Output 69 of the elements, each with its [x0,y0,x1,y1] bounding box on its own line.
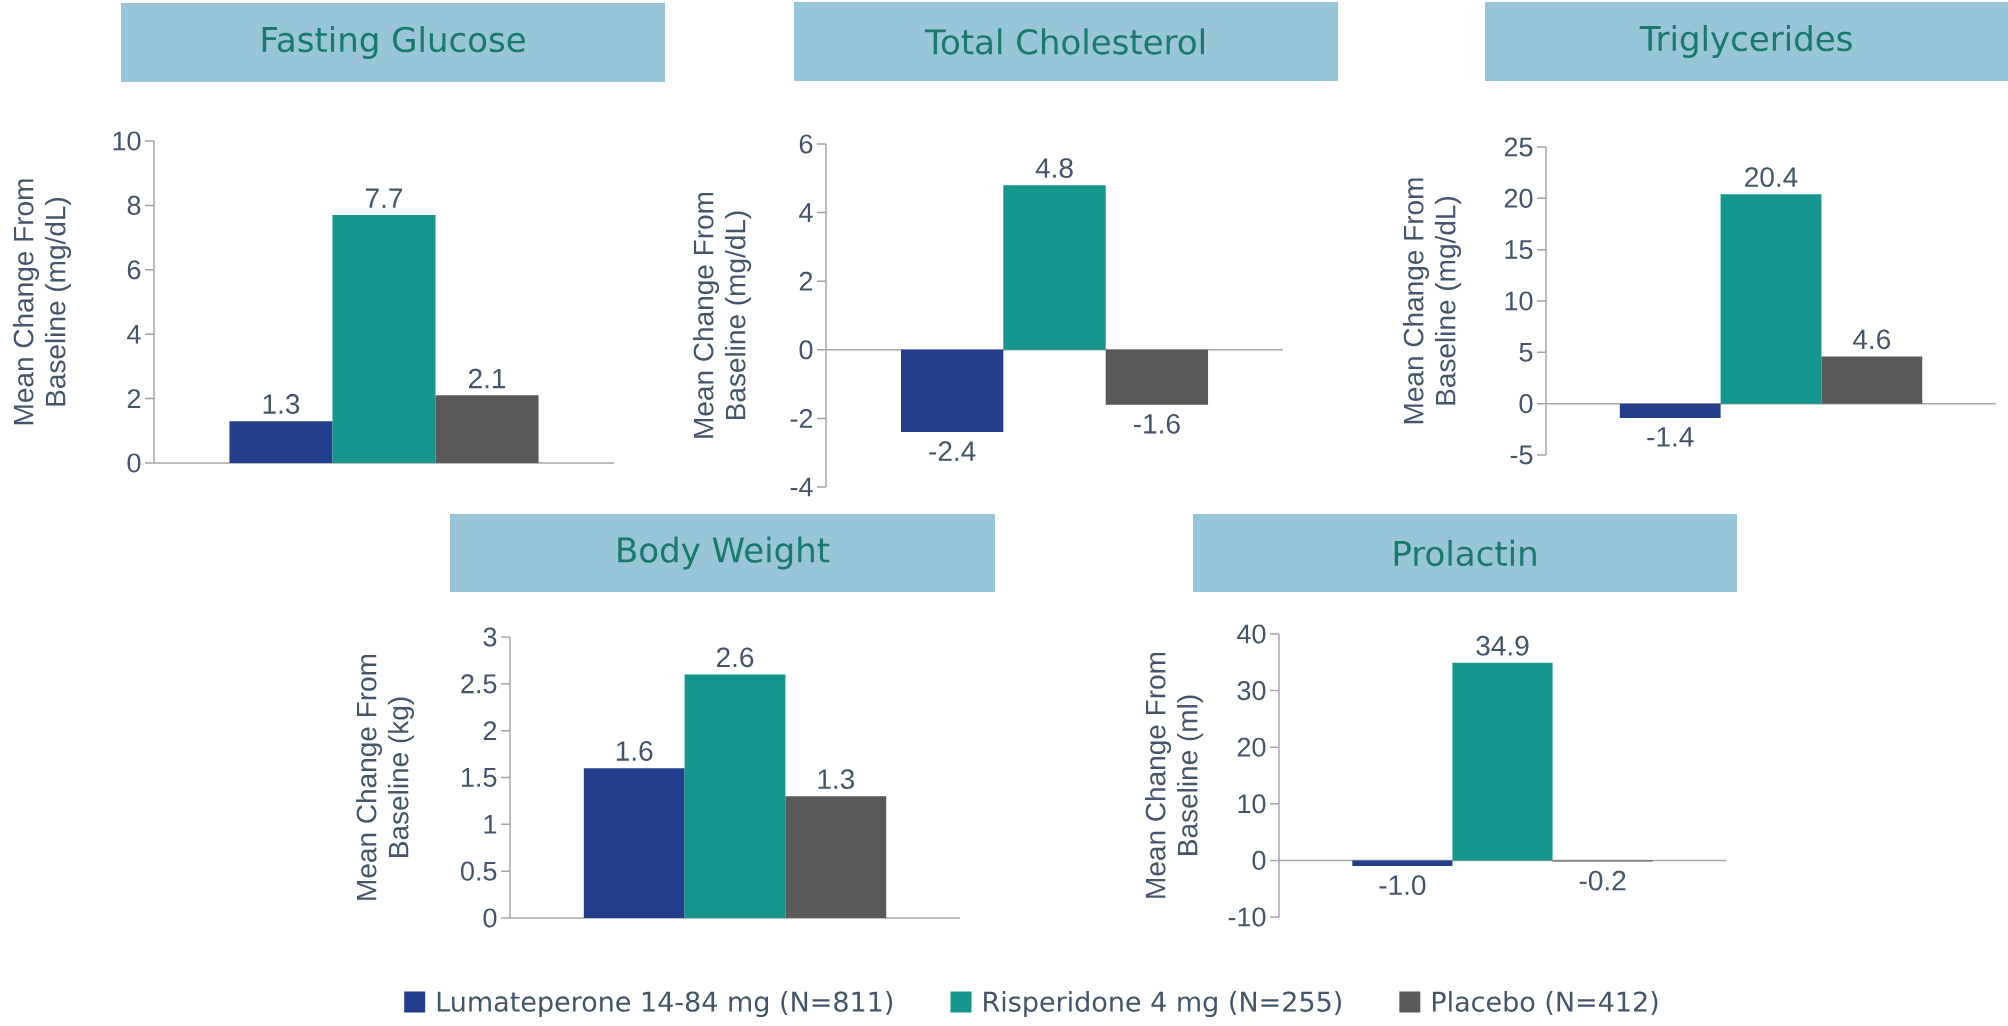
y-tick-label: 10 [113,131,141,151]
y-tick-label: 1 [484,815,497,834]
y-tick-label: 2 [127,389,141,409]
y-tick-label: 3 [483,627,497,647]
y-tick-label: 5 [1519,342,1533,362]
y-tick-label: 25 [1504,137,1533,157]
y-tick-label: 20 [1504,188,1533,208]
bar [1821,356,1923,404]
data-label: -1.0 [1379,875,1426,896]
y-tick-label: 10 [1238,794,1266,814]
chart-title: Body Weight [618,536,830,570]
bar [1619,403,1721,419]
y-tick-label: 2.5 [461,674,497,694]
y-tick-label: 30 [1237,681,1266,701]
chart-title: Total Cholesterol [924,28,1204,55]
chart-title: Prolactin [1394,539,1536,567]
bar [583,768,685,918]
bar [1720,194,1822,404]
bar [332,215,436,463]
data-label: 1.6 [616,741,653,761]
y-axis-title: Mean Change From Baseline (mg/dL) [1402,178,1462,424]
y-tick-label: 40 [1237,624,1266,644]
legend-label: Lumateperone 14-84 mg (N=811) [437,990,893,1018]
y-tick-label: 2 [483,721,497,741]
y-tick-label: -2 [790,408,813,428]
y-tick-label: 4 [127,324,141,344]
y-tick-label: 10 [1505,291,1533,311]
y-axis-title: Mean Change From Baseline (mg/dL) [692,192,752,438]
y-tick-label: 1.5 [461,768,497,787]
y-tick-label: 0 [799,340,813,360]
y-axis-title: Mean Change From Baseline (mg/dL) [12,179,72,425]
legend-label: Risperidone 4 mg (N=255) [984,990,1341,1018]
data-label: -2.4 [929,441,976,461]
y-tick-label: 15 [1505,240,1533,260]
data-label: -1.6 [1133,413,1180,434]
y-tick-label: 0 [127,453,141,473]
y-tick-label: 2 [799,271,813,291]
y-tick-label: -4 [790,477,813,497]
y-tick-label: 20 [1237,737,1266,757]
y-tick-label: 0 [1519,394,1533,414]
legend-label: Placebo (N=412) [1432,990,1658,1016]
data-label: -1.4 [1647,427,1694,447]
data-label: 2.1 [468,368,506,389]
bar [785,796,887,918]
data-label: 34.9 [1476,635,1529,656]
bar [229,421,333,463]
data-label: -0.2 [1579,870,1626,891]
data-label: 4.6 [1853,329,1891,350]
y-tick-label: 0.5 [460,861,497,881]
data-label: 4.8 [1035,158,1073,178]
bar [435,395,539,463]
chart-title: Triglycerides [1639,25,1852,58]
y-tick-label: -5 [1510,445,1533,465]
y-tick-label: 8 [127,195,141,215]
chart-title: Fasting Glucose [262,26,525,59]
data-label: 1.3 [263,394,300,414]
y-axis-title: Mean Change From Baseline (kg) [355,654,415,900]
y-tick-label: -10 [1228,907,1266,927]
bar [684,674,786,918]
data-label: 2.6 [716,647,754,668]
y-tick-label: 4 [799,203,813,222]
y-tick-label: 6 [127,260,141,280]
y-tick-label: 0 [483,908,497,928]
y-tick-label: 0 [1252,850,1266,870]
y-tick-label: 6 [799,134,813,154]
y-axis-title: Mean Change From Baseline (ml) [1144,652,1204,898]
data-label: 7.7 [365,188,403,208]
data-label: 1.3 [818,769,855,790]
data-label: 20.4 [1745,167,1798,188]
